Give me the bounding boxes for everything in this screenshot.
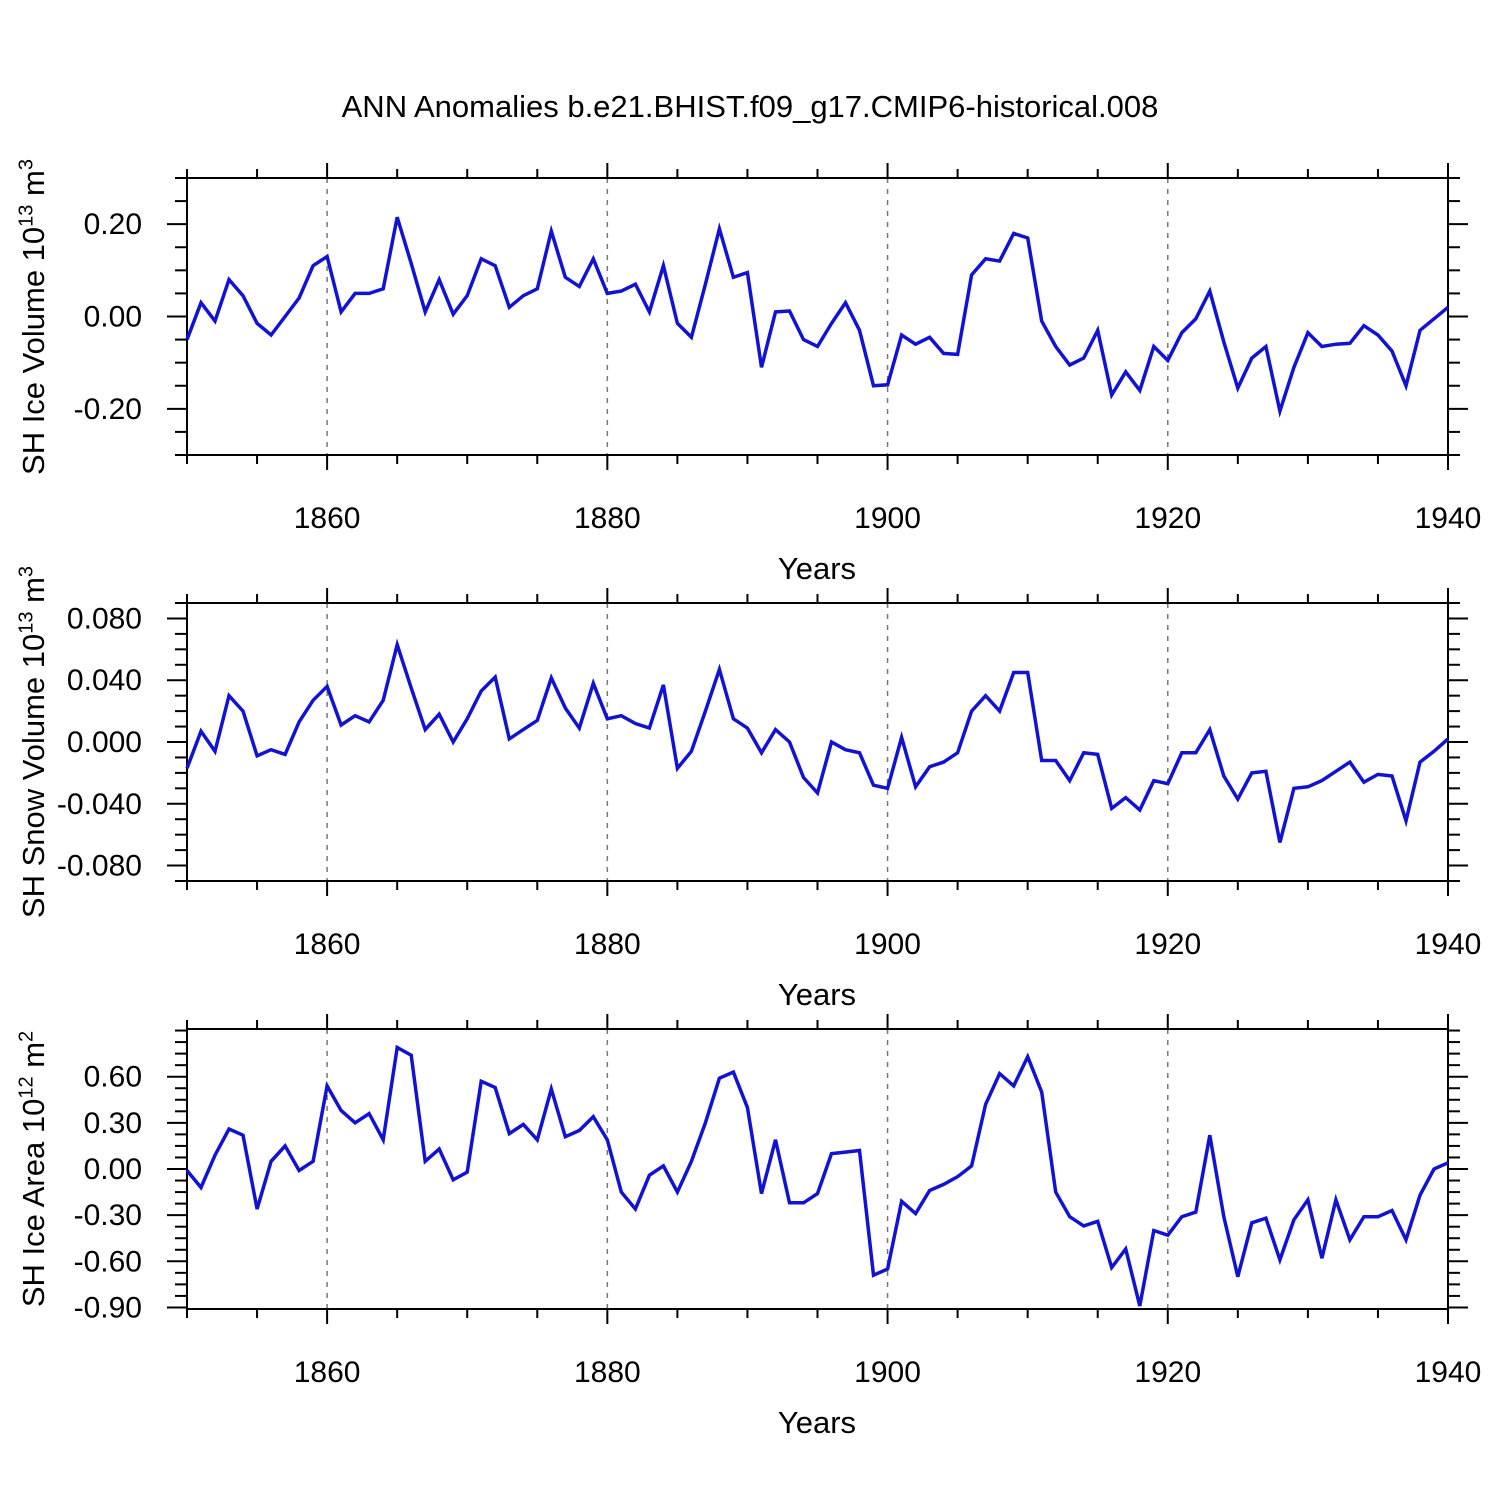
y-tick-label: 0.00 [84, 301, 142, 334]
y-tick-label: 0.000 [67, 726, 142, 759]
chart-title: ANN Anomalies b.e21.BHIST.f09_g17.CMIP6-… [341, 89, 1159, 124]
x-tick-label: 1880 [574, 928, 641, 961]
y-tick-label: 0.30 [84, 1107, 142, 1140]
x-tick-label: 1860 [294, 502, 361, 535]
x-axis-title-panel-1: Years [777, 551, 857, 586]
x-tick-label: 1880 [574, 502, 641, 535]
y-tick-label: -0.040 [57, 788, 142, 821]
x-tick-label: 1900 [854, 928, 921, 961]
sh-ice-volume-line [185, 216, 1450, 418]
x-tick-label: 1920 [1134, 928, 1201, 961]
x-tick-label: 1920 [1134, 1356, 1201, 1389]
x-tick-label: 1880 [574, 1356, 641, 1389]
x-tick-label: 1900 [854, 1356, 921, 1389]
sh-snow-volume-line [185, 638, 1450, 843]
x-tick-label: 1920 [1134, 502, 1201, 535]
y-tick-label: 0.20 [84, 208, 142, 241]
panel-2-frame [186, 602, 1449, 882]
y-tick-label: 0.00 [84, 1153, 142, 1186]
y-tick-label: -0.20 [74, 393, 142, 426]
panel-3-frame [186, 1028, 1449, 1310]
x-tick-label: 1860 [294, 1356, 361, 1389]
y-tick-label: -0.90 [74, 1291, 142, 1324]
sh-ice-area-line [185, 1044, 1449, 1307]
y-tick-label: 0.60 [84, 1061, 142, 1094]
y-tick-label: 0.080 [67, 602, 142, 635]
y-tick-label: -0.30 [74, 1199, 142, 1232]
x-axis-title-panel-2: Years [777, 977, 857, 1012]
y-tick-label: -0.60 [74, 1245, 142, 1278]
x-tick-label: 1940 [1415, 928, 1482, 961]
x-tick-label: 1900 [854, 502, 921, 535]
x-axis-title-panel-3: Years [777, 1405, 857, 1440]
x-tick-label: 1940 [1415, 502, 1482, 535]
y-tick-label: 0.040 [67, 664, 142, 697]
x-tick-label: 1940 [1415, 1356, 1482, 1389]
y-axis-title-ice-area: SH Ice Area 1012 m2 [15, 1030, 51, 1308]
y-tick-label: -0.080 [57, 850, 142, 883]
panel-1-frame [186, 177, 1449, 456]
x-tick-label: 1860 [294, 928, 361, 961]
